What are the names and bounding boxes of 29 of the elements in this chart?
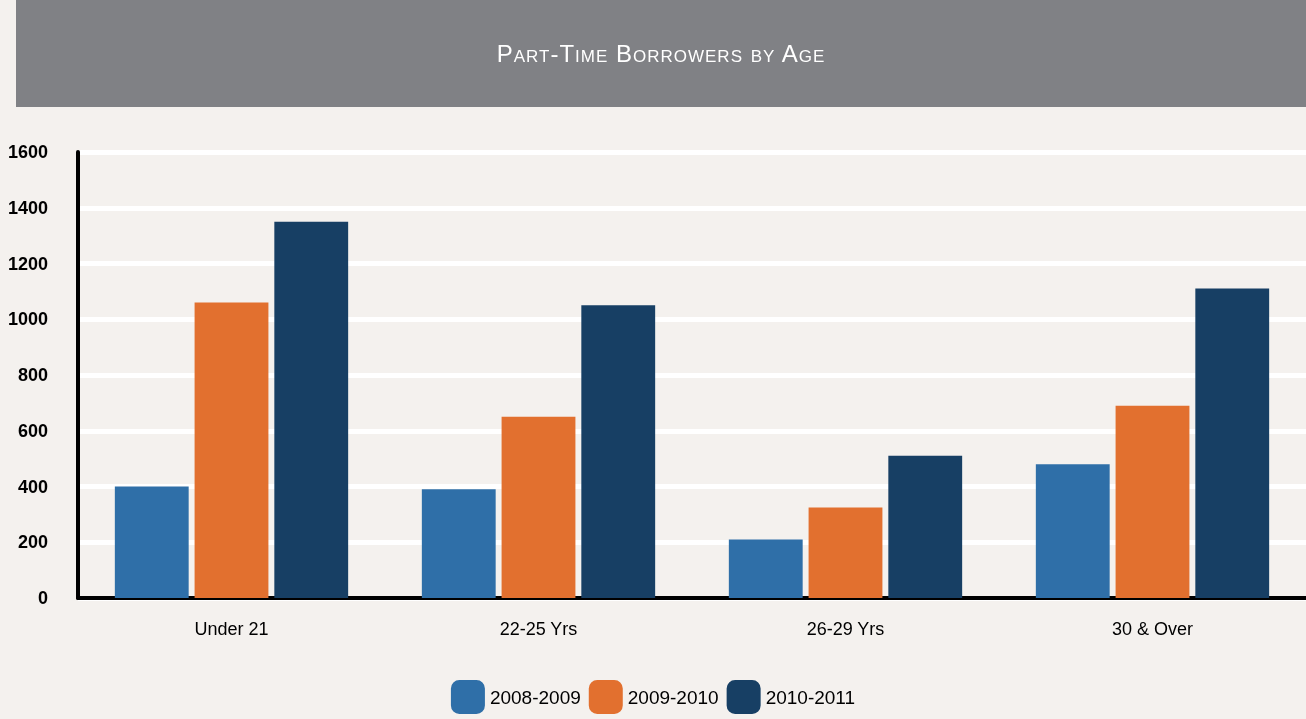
- bar: [1035, 464, 1110, 598]
- x-tick-label: Under 21: [194, 619, 269, 639]
- chart-title: Part-Time Borrowers by Age: [16, 0, 1306, 107]
- y-tick-label: 1200: [7, 253, 48, 274]
- legend-label: 2009-2010: [627, 686, 719, 708]
- y-tick-label: 200: [17, 532, 48, 553]
- bar: [888, 455, 963, 598]
- y-tick-label: 1400: [7, 197, 48, 218]
- y-tick-label: 1000: [7, 309, 48, 330]
- bar: [114, 486, 189, 598]
- y-tick-label: 0: [37, 588, 48, 608]
- legend-label: 2010-2011: [765, 686, 856, 708]
- bar: [194, 302, 269, 598]
- bar: [808, 507, 883, 598]
- x-tick-label: 26-29 Yrs: [806, 619, 885, 639]
- y-tick-label: 800: [17, 365, 48, 385]
- bar: [1195, 288, 1270, 598]
- legend-label: 2008-2009: [489, 686, 581, 708]
- bar: [728, 539, 803, 598]
- x-tick-label: 22-25 Yrs: [499, 619, 578, 639]
- bar: [581, 305, 656, 598]
- bar: [501, 416, 576, 598]
- bar: [421, 489, 496, 598]
- y-tick-label: 1600: [7, 142, 48, 162]
- x-tick-label: 30 & Over: [1111, 619, 1194, 639]
- bar: [1115, 405, 1190, 598]
- y-tick-label: 600: [17, 420, 48, 441]
- bar: [274, 221, 349, 598]
- y-tick-label: 400: [17, 476, 48, 497]
